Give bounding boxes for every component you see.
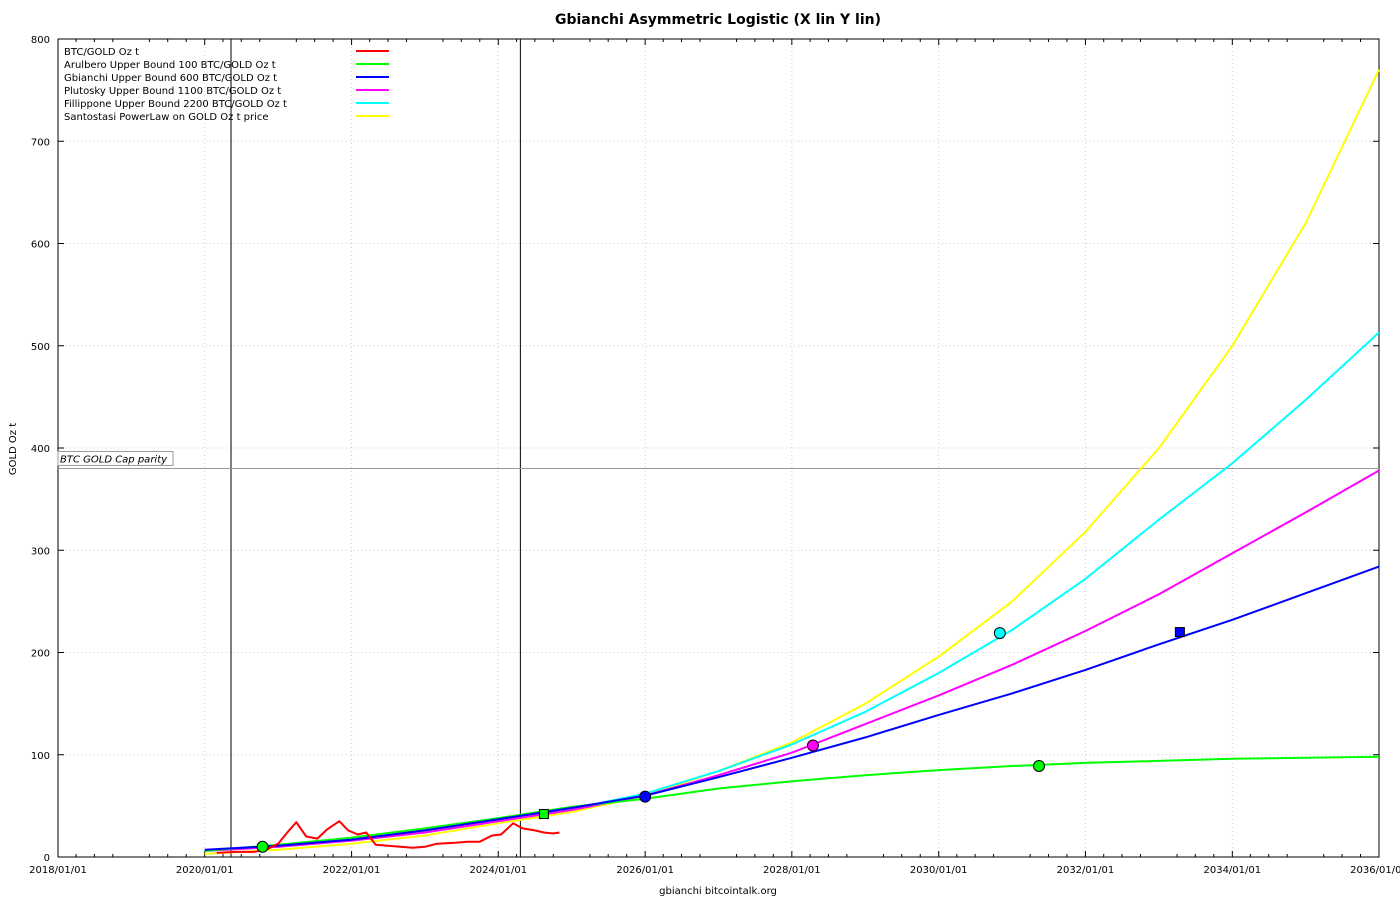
- legend-label: Santostasi PowerLaw on GOLD Oz t price: [64, 112, 269, 123]
- x-tick-label: 2030/01/01: [910, 865, 968, 876]
- legend-label: BTC/GOLD Oz t: [64, 47, 139, 58]
- point-marker: [1033, 759, 1046, 772]
- parity-label: BTC GOLD Cap parity: [60, 454, 168, 465]
- markers-group: [256, 627, 1185, 853]
- x-tick-label: 2026/01/01: [616, 865, 674, 876]
- y-tick-label: 100: [31, 751, 50, 762]
- series-line: [204, 755, 1380, 852]
- series-line: [204, 469, 1380, 852]
- x-tick-label: 2034/01/01: [1203, 865, 1261, 876]
- x-tick-label: 2036/01/01: [1350, 865, 1400, 876]
- cap-parity-line: BTC GOLD Cap parity: [57, 450, 1379, 469]
- point-marker: [256, 840, 269, 853]
- y-tick-label: 500: [31, 342, 50, 353]
- vertical-lines: [230, 39, 521, 857]
- plot-border: [57, 38, 1380, 858]
- x-tick-label: 2032/01/01: [1057, 865, 1115, 876]
- legend-label: Plutosky Upper Bound 1100 BTC/GOLD Oz t: [64, 86, 281, 97]
- grid: [58, 39, 1379, 857]
- x-tick-label: 2024/01/01: [469, 865, 527, 876]
- point-marker: [1174, 627, 1185, 638]
- y-axis-label: GOLD Oz t: [8, 423, 19, 475]
- parity-label-box: [57, 450, 174, 466]
- point-marker: [993, 627, 1006, 640]
- y-tick-label: 300: [31, 546, 50, 557]
- y-tick-label: 700: [31, 137, 50, 148]
- y-tick-label: 400: [31, 444, 50, 455]
- y-tick-label: 800: [31, 35, 50, 46]
- x-tick-label: 2028/01/01: [763, 865, 821, 876]
- series-line: [204, 69, 1380, 855]
- axes: 0 100 200 300 400 500 600 700 800 2018/01/01 2020/…: [29, 35, 1400, 876]
- legend-label: Arulbero Upper Bound 100 BTC/GOLD Oz t: [64, 60, 276, 71]
- point-marker: [806, 739, 819, 752]
- x-tick-label: 2018/01/01: [29, 865, 87, 876]
- x-tick-label: 2022/01/01: [323, 865, 381, 876]
- legend: BTC/GOLD Oz t Arulbero Upper Bound 100 BT…: [64, 47, 389, 123]
- y-tick-label: 600: [31, 240, 50, 251]
- y-tick-label: 0: [44, 853, 50, 864]
- y-tick-label: 200: [31, 649, 50, 660]
- x-tick-label: 2020/01/01: [176, 865, 234, 876]
- point-marker: [538, 809, 549, 820]
- legend-label: Fillippone Upper Bound 2200 BTC/GOLD Oz …: [64, 99, 287, 110]
- point-marker: [639, 790, 652, 803]
- legend-label: Gbianchi Upper Bound 600 BTC/GOLD Oz t: [64, 73, 277, 84]
- chart-title: Gbianchi Asymmetric Logistic (X lin Y li…: [555, 12, 881, 28]
- series-line: [216, 820, 560, 854]
- x-axis-label: gbianchi bitcointalk.org: [659, 886, 777, 897]
